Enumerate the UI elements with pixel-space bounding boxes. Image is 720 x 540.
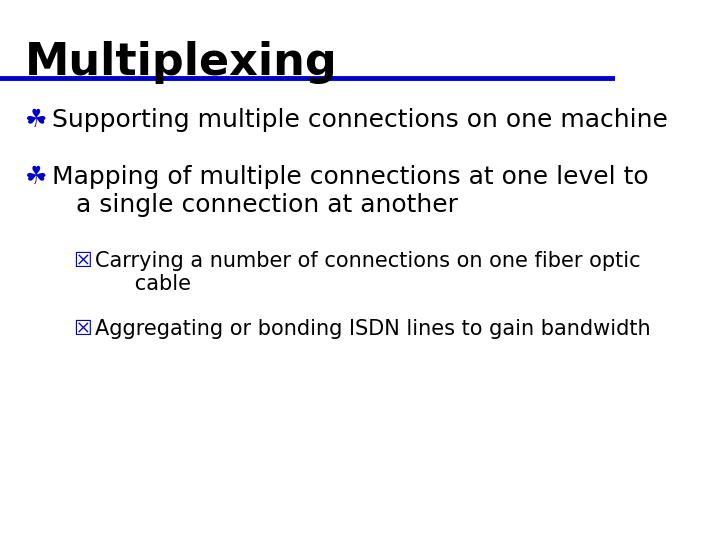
Text: ☒: ☒ [73,251,99,271]
Text: Supporting multiple connections on one machine: Supporting multiple connections on one m… [53,108,668,132]
Text: Carrying a number of connections on one fiber optic
      cable: Carrying a number of connections on one … [95,251,641,294]
Text: Mapping of multiple connections at one level to
   a single connection at anothe: Mapping of multiple connections at one l… [53,165,649,217]
Text: ☘: ☘ [24,108,55,132]
Text: ☘: ☘ [24,165,55,188]
Text: Multiplexing: Multiplexing [24,40,338,84]
Text: Aggregating or bonding ISDN lines to gain bandwidth: Aggregating or bonding ISDN lines to gai… [95,319,651,339]
Text: ☒: ☒ [73,319,99,339]
